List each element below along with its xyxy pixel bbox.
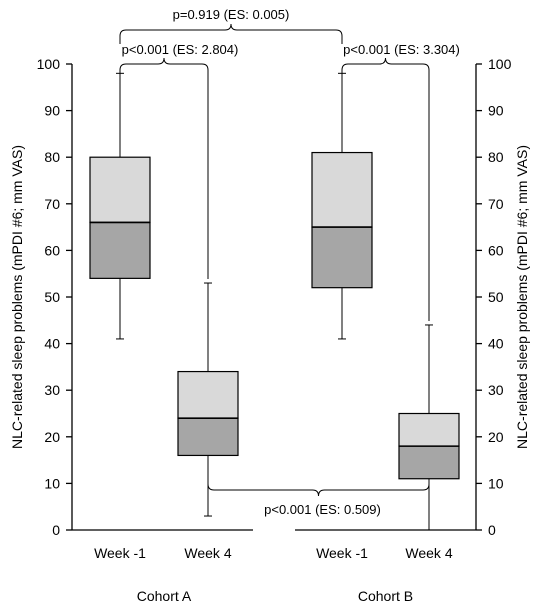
comparison-label: p<0.001 (ES: 0.509) [264,502,381,517]
comparison-label: p<0.001 (ES: 2.804) [122,42,239,57]
left-y-tick-label: 50 [44,289,60,305]
box-upper-quartile [89,156,151,224]
right-y-tick-label: 90 [488,103,504,119]
box-4 [398,324,460,530]
left-y-tick-label: 10 [44,475,60,491]
box-upper-quartile [398,412,460,447]
right-y-tick-label: 20 [488,429,504,445]
right-y-tick-label: 70 [488,196,504,212]
left-y-tick-label: 30 [44,382,60,398]
left-y-tick-label: 40 [44,336,60,352]
left-y-tick-label: 80 [44,149,60,165]
left-y-tick-label: 20 [44,429,60,445]
x-category-label: Week 4 [184,545,231,561]
y-ticks: 0 0 10 10 20 20 30 30 40 40 50 50 60 60 70 70 80 80 90 90 10… [37,56,512,538]
box-upper-quartile [311,151,373,228]
box-lower-quartile [89,221,151,279]
box-lower-quartile [177,417,239,457]
right-y-tick-label: 100 [488,56,512,72]
right-y-tick-label: 0 [488,522,496,538]
right-y-tick-label: 10 [488,475,504,491]
comparison-brackets: p=0.919 (ES: 0.005) p<0.001 (ES: 2.804) p<… [119,7,460,517]
bracket-between-cohorts-week4 [207,483,430,497]
x-category-label: Week -1 [94,545,146,561]
right-y-tick-label: 30 [488,382,504,398]
box-1 [89,72,151,340]
boxes [89,72,460,530]
box-lower-quartile [398,445,460,480]
box-upper-quartile [177,370,239,419]
group-label: Cohort A [137,588,192,604]
comparison-label: p<0.001 (ES: 3.304) [343,42,460,57]
left-y-tick-label: 90 [44,103,60,119]
x-category-label: Week -1 [316,545,368,561]
y-axis-label-right: NLC-related sleep problems (mPDI #6; mm … [514,145,530,449]
right-y-tick-label: 40 [488,336,504,352]
right-y-tick-label: 80 [488,149,504,165]
bracket-cohort-b [341,57,430,71]
box-lower-quartile [311,226,373,289]
box-2 [177,282,239,517]
x-category-label: Week 4 [405,545,452,561]
left-y-tick-label: 70 [44,196,60,212]
bracket-between-cohorts-baseline [119,23,343,37]
left-y-tick-label: 60 [44,242,60,258]
bracket-cohort-a [119,57,209,71]
right-y-tick-label: 50 [488,289,504,305]
group-label: Cohort B [358,588,413,604]
comparison-label: p=0.919 (ES: 0.005) [173,7,290,22]
box-3 [311,72,373,340]
left-y-tick-label: 100 [37,56,61,72]
y-axis-label-left: NLC-related sleep problems (mPDI #6; mm … [9,145,25,449]
x-labels: Week -1 Week 4 Cohort A Week -1 Week 4 Cohort… [94,545,453,604]
left-y-tick-label: 0 [52,522,60,538]
right-y-tick-label: 60 [488,242,504,258]
